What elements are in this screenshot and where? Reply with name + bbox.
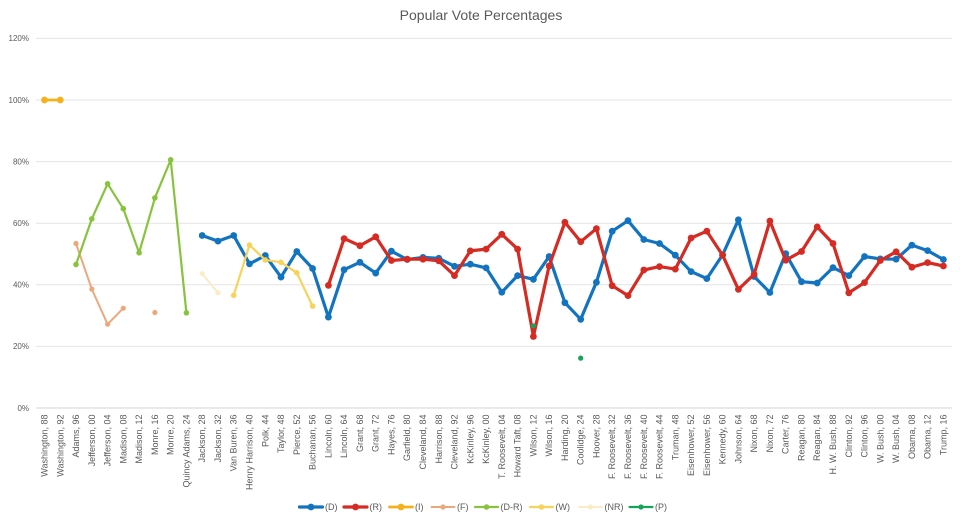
svg-text:Obama, 12: Obama, 12 xyxy=(923,415,933,460)
svg-text:W. Bush, 04: W. Bush, 04 xyxy=(891,415,901,464)
svg-text:(I): (I) xyxy=(415,502,424,512)
svg-text:Eisenhower, 52: Eisenhower, 52 xyxy=(686,415,696,477)
svg-text:Henry Harrison, 40: Henry Harrison, 40 xyxy=(245,415,255,491)
svg-text:Nixon, 72: Nixon, 72 xyxy=(765,415,775,453)
svg-text:Johnson, 64: Johnson, 64 xyxy=(733,415,743,464)
svg-text:(D): (D) xyxy=(325,502,338,512)
svg-text:Adams, 96: Adams, 96 xyxy=(71,415,81,458)
svg-text:KcKinley, 00: KcKinley, 00 xyxy=(481,415,491,464)
svg-text:Eisenhower, 56: Eisenhower, 56 xyxy=(702,415,712,477)
svg-text:Wilson, 16: Wilson, 16 xyxy=(544,415,554,457)
svg-text:H. W. Bush, 88: H. W. Bush, 88 xyxy=(828,415,838,475)
svg-text:Popular Vote Percentages: Popular Vote Percentages xyxy=(400,7,563,23)
svg-text:100%: 100% xyxy=(9,96,29,105)
svg-text:Jackson, 32: Jackson, 32 xyxy=(213,415,223,463)
svg-text:Clinton, 92: Clinton, 92 xyxy=(844,415,854,458)
svg-text:Jefferson, 00: Jefferson, 00 xyxy=(87,415,97,467)
svg-text:Truman, 48: Truman, 48 xyxy=(670,415,680,461)
svg-text:Grant, 72: Grant, 72 xyxy=(371,415,381,453)
svg-text:60%: 60% xyxy=(13,219,29,228)
svg-text:Clinton, 96: Clinton, 96 xyxy=(860,415,870,458)
svg-text:(W): (W) xyxy=(556,502,571,512)
svg-text:Cleveland, 92: Cleveland, 92 xyxy=(450,415,460,470)
svg-text:(NR): (NR) xyxy=(605,502,624,512)
svg-text:Cleveland, 84: Cleveland, 84 xyxy=(418,415,428,470)
svg-text:Grant, 68: Grant, 68 xyxy=(355,415,365,453)
svg-text:Hayes, 76: Hayes, 76 xyxy=(386,415,396,456)
svg-text:Monre, 16: Monre, 16 xyxy=(150,415,160,456)
svg-text:20%: 20% xyxy=(13,342,29,351)
svg-text:Taylor, 48: Taylor, 48 xyxy=(276,415,286,454)
svg-text:Van Buren, 36: Van Buren, 36 xyxy=(229,415,239,472)
svg-text:F. Roosevelt, 32: F. Roosevelt, 32 xyxy=(607,415,617,480)
svg-text:Kennedy, 60: Kennedy, 60 xyxy=(718,415,728,465)
svg-text:Reagan, 84: Reagan, 84 xyxy=(812,415,822,462)
svg-text:KcKinley, 96: KcKinley, 96 xyxy=(465,415,475,464)
svg-text:(F): (F) xyxy=(457,502,469,512)
svg-text:W. Bush, 00: W. Bush, 00 xyxy=(875,415,885,464)
svg-text:80%: 80% xyxy=(13,157,29,166)
svg-text:Carter, 76: Carter, 76 xyxy=(781,415,791,455)
svg-text:Hoover, 28: Hoover, 28 xyxy=(591,415,601,459)
svg-text:Lincoln, 64: Lincoln, 64 xyxy=(339,415,349,459)
svg-text:F. Roosevelt, 36: F. Roosevelt, 36 xyxy=(623,415,633,480)
svg-text:(P): (P) xyxy=(655,502,667,512)
svg-text:Nixon, 68: Nixon, 68 xyxy=(749,415,759,453)
svg-text:T. Roosevelt, 04: T. Roosevelt, 04 xyxy=(497,415,507,480)
svg-text:Howard Taft, 08: Howard Taft, 08 xyxy=(513,415,523,478)
svg-text:(R): (R) xyxy=(370,502,383,512)
svg-text:F. Roosevelt, 40: F. Roosevelt, 40 xyxy=(639,415,649,480)
svg-text:Trump, 16: Trump, 16 xyxy=(938,415,948,456)
svg-text:Jackson, 28: Jackson, 28 xyxy=(197,415,207,463)
svg-text:0%: 0% xyxy=(17,404,29,413)
svg-text:Wilson, 12: Wilson, 12 xyxy=(528,415,538,457)
svg-text:Polk, 44: Polk, 44 xyxy=(260,415,270,448)
svg-text:Buchanan, 56: Buchanan, 56 xyxy=(308,415,318,471)
svg-text:Pierce, 52: Pierce, 52 xyxy=(292,415,302,456)
svg-text:Harding, 20: Harding, 20 xyxy=(560,415,570,462)
svg-text:Monre, 20: Monre, 20 xyxy=(166,415,176,456)
svg-text:Obama, 08: Obama, 08 xyxy=(907,415,917,460)
svg-text:Madison, 12: Madison, 12 xyxy=(134,415,144,464)
svg-text:Harrison, 88: Harrison, 88 xyxy=(434,415,444,464)
svg-text:Quincy Adams, 24: Quincy Adams, 24 xyxy=(181,415,191,488)
svg-text:Garfield, 80: Garfield, 80 xyxy=(402,415,412,462)
svg-text:Reagan, 80: Reagan, 80 xyxy=(797,415,807,462)
svg-text:Jefferson, 04: Jefferson, 04 xyxy=(103,415,113,467)
svg-text:120%: 120% xyxy=(9,34,29,43)
svg-text:40%: 40% xyxy=(13,281,29,290)
svg-text:Madison, 08: Madison, 08 xyxy=(118,415,128,464)
svg-text:Washington, 92: Washington, 92 xyxy=(55,415,65,477)
svg-text:(D-R): (D-R) xyxy=(501,502,523,512)
svg-text:Lincoln, 60: Lincoln, 60 xyxy=(323,415,333,459)
svg-text:Coolidge, 24: Coolidge, 24 xyxy=(576,415,586,466)
svg-text:F. Roosevelt, 44: F. Roosevelt, 44 xyxy=(655,415,665,480)
svg-text:Washington, 88: Washington, 88 xyxy=(40,415,50,477)
